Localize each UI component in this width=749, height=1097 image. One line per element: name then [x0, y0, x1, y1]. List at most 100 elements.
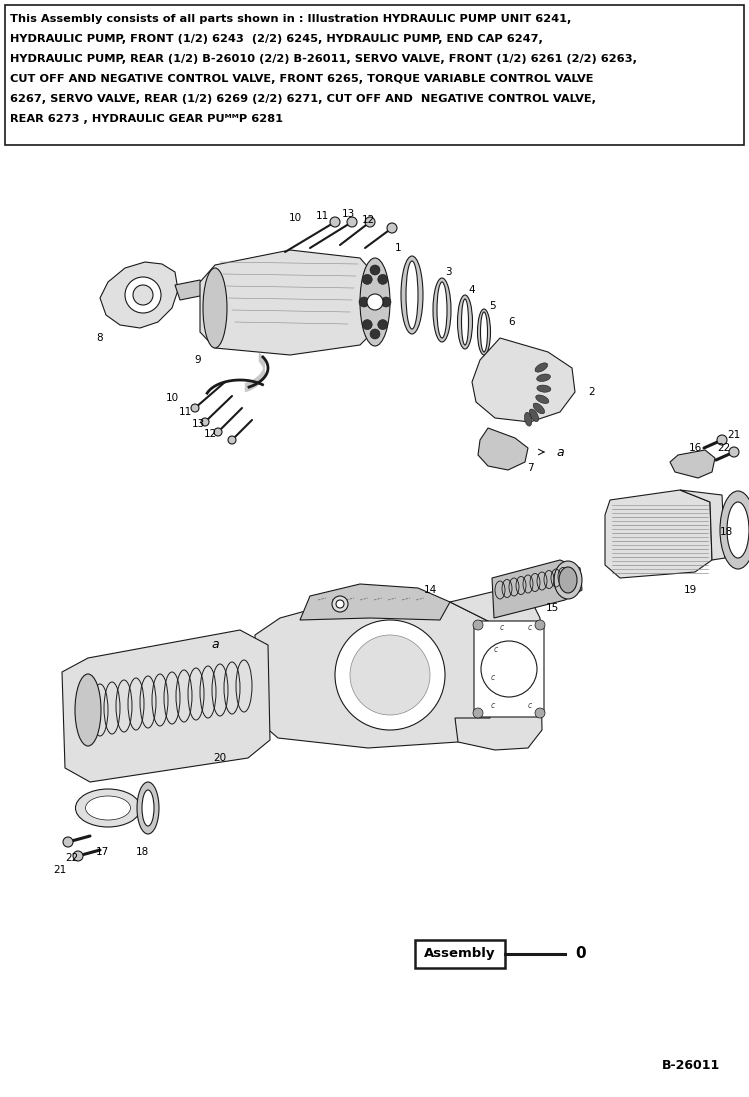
- Ellipse shape: [137, 782, 159, 834]
- Ellipse shape: [406, 261, 418, 329]
- Text: c: c: [500, 623, 504, 633]
- Text: 22: 22: [65, 853, 79, 863]
- Text: 11: 11: [315, 211, 329, 220]
- Ellipse shape: [85, 796, 130, 819]
- Text: 18: 18: [136, 847, 148, 857]
- Text: 10: 10: [166, 393, 178, 403]
- Ellipse shape: [535, 363, 548, 372]
- Polygon shape: [472, 338, 575, 422]
- Polygon shape: [255, 596, 495, 748]
- Circle shape: [473, 620, 483, 630]
- Text: 14: 14: [423, 585, 437, 595]
- Text: 12: 12: [361, 215, 374, 225]
- Ellipse shape: [533, 403, 545, 414]
- Polygon shape: [62, 630, 270, 782]
- Text: 20: 20: [213, 753, 226, 764]
- Text: 19: 19: [683, 585, 697, 595]
- Ellipse shape: [401, 256, 423, 333]
- Circle shape: [717, 436, 727, 445]
- Circle shape: [535, 620, 545, 630]
- Ellipse shape: [559, 567, 577, 593]
- Circle shape: [73, 851, 83, 861]
- Circle shape: [363, 319, 372, 329]
- Circle shape: [370, 329, 380, 339]
- Text: c: c: [528, 701, 532, 710]
- Polygon shape: [175, 280, 205, 299]
- Text: a: a: [557, 445, 564, 459]
- Circle shape: [125, 278, 161, 313]
- Circle shape: [363, 274, 372, 284]
- FancyBboxPatch shape: [415, 940, 505, 968]
- Circle shape: [336, 600, 344, 608]
- Circle shape: [370, 265, 380, 275]
- Text: 17: 17: [95, 847, 109, 857]
- Circle shape: [387, 223, 397, 233]
- Text: 3: 3: [445, 267, 452, 278]
- Text: 1: 1: [395, 244, 401, 253]
- Circle shape: [535, 708, 545, 719]
- Text: 22: 22: [718, 443, 730, 453]
- Circle shape: [330, 217, 340, 227]
- Text: 0: 0: [575, 947, 586, 961]
- Text: a: a: [211, 637, 219, 651]
- Text: REAR 6273 , HYDRAULIC GEAR PUᴹᴹP 6281: REAR 6273 , HYDRAULIC GEAR PUᴹᴹP 6281: [10, 114, 283, 124]
- Ellipse shape: [530, 409, 539, 421]
- Polygon shape: [450, 590, 542, 750]
- Polygon shape: [100, 262, 178, 328]
- Ellipse shape: [554, 561, 582, 599]
- Circle shape: [335, 620, 445, 730]
- Ellipse shape: [720, 491, 749, 569]
- Ellipse shape: [727, 502, 749, 558]
- Circle shape: [228, 436, 236, 444]
- Ellipse shape: [437, 282, 447, 338]
- Polygon shape: [478, 428, 528, 470]
- Ellipse shape: [458, 295, 473, 349]
- Circle shape: [365, 217, 375, 227]
- Polygon shape: [605, 490, 712, 578]
- Circle shape: [191, 404, 199, 412]
- Text: 6: 6: [509, 317, 515, 327]
- Text: 6267, SERVO VALVE, REAR (1/2) 6269 (2/2) 6271, CUT OFF AND  NEGATIVE CONTROL VAL: 6267, SERVO VALVE, REAR (1/2) 6269 (2/2)…: [10, 94, 596, 104]
- FancyBboxPatch shape: [5, 5, 744, 145]
- Ellipse shape: [537, 374, 551, 382]
- Ellipse shape: [76, 789, 141, 827]
- Circle shape: [350, 635, 430, 715]
- Ellipse shape: [142, 790, 154, 826]
- Text: 11: 11: [178, 407, 192, 417]
- Circle shape: [381, 297, 391, 307]
- Text: 21: 21: [727, 430, 741, 440]
- Text: c: c: [491, 701, 495, 710]
- Circle shape: [729, 446, 739, 457]
- Text: 8: 8: [97, 333, 103, 343]
- Text: 16: 16: [688, 443, 702, 453]
- Circle shape: [347, 217, 357, 227]
- Text: c: c: [528, 623, 532, 633]
- Text: c: c: [491, 674, 495, 682]
- Polygon shape: [200, 250, 375, 355]
- Ellipse shape: [360, 258, 390, 346]
- Ellipse shape: [481, 312, 488, 352]
- Text: 13: 13: [192, 419, 204, 429]
- Circle shape: [359, 297, 369, 307]
- Polygon shape: [300, 584, 450, 620]
- Text: 4: 4: [469, 285, 476, 295]
- Polygon shape: [492, 559, 582, 618]
- Text: 18: 18: [719, 527, 733, 538]
- Text: CUT OFF AND NEGATIVE CONTROL VALVE, FRONT 6265, TORQUE VARIABLE CONTROL VALVE: CUT OFF AND NEGATIVE CONTROL VALVE, FRON…: [10, 73, 593, 84]
- Text: 21: 21: [53, 866, 67, 875]
- Text: Assembly: Assembly: [424, 948, 496, 961]
- Ellipse shape: [478, 309, 491, 355]
- Text: HYDRAULIC PUMP, FRONT (1/2) 6243  (2/2) 6245, HYDRAULIC PUMP, END CAP 6247,: HYDRAULIC PUMP, FRONT (1/2) 6243 (2/2) 6…: [10, 34, 543, 44]
- Text: 7: 7: [527, 463, 533, 473]
- Ellipse shape: [75, 674, 101, 746]
- Ellipse shape: [433, 278, 451, 342]
- Polygon shape: [680, 490, 725, 559]
- Text: B-26011: B-26011: [662, 1059, 720, 1072]
- Ellipse shape: [537, 385, 551, 393]
- Text: 12: 12: [204, 429, 216, 439]
- Text: 9: 9: [195, 355, 201, 365]
- Ellipse shape: [461, 299, 469, 344]
- Text: 10: 10: [288, 213, 302, 223]
- Text: 13: 13: [342, 210, 354, 219]
- Ellipse shape: [536, 395, 549, 404]
